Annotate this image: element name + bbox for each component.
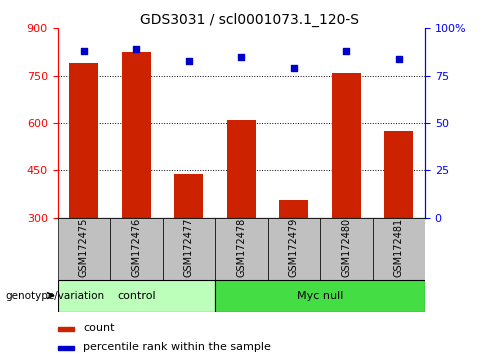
Text: Myc null: Myc null bbox=[297, 291, 343, 301]
Text: GSM172480: GSM172480 bbox=[341, 218, 351, 277]
Text: GSM172481: GSM172481 bbox=[394, 218, 404, 277]
Text: genotype/variation: genotype/variation bbox=[5, 291, 104, 301]
Bar bbox=[58, 218, 110, 280]
Point bbox=[290, 65, 298, 71]
Text: GSM172478: GSM172478 bbox=[236, 218, 246, 277]
Text: GDS3031 / scl0001073.1_120-S: GDS3031 / scl0001073.1_120-S bbox=[140, 12, 360, 27]
Bar bbox=[122, 52, 150, 218]
Bar bbox=[227, 120, 256, 218]
Point bbox=[80, 48, 88, 54]
Text: control: control bbox=[117, 291, 156, 301]
Bar bbox=[110, 218, 162, 280]
Text: GSM172475: GSM172475 bbox=[79, 218, 89, 277]
Bar bbox=[320, 218, 372, 280]
Bar bbox=[384, 131, 413, 218]
Point bbox=[237, 54, 245, 59]
Bar bbox=[70, 63, 98, 218]
Text: count: count bbox=[83, 323, 114, 333]
Text: GSM172476: GSM172476 bbox=[131, 218, 141, 277]
Bar bbox=[280, 200, 308, 218]
Bar bbox=[58, 327, 74, 331]
Bar bbox=[372, 218, 425, 280]
Text: percentile rank within the sample: percentile rank within the sample bbox=[83, 342, 271, 352]
Bar bbox=[268, 218, 320, 280]
Bar bbox=[58, 280, 215, 312]
Bar bbox=[332, 73, 360, 218]
Bar bbox=[58, 346, 74, 350]
Point bbox=[395, 56, 403, 62]
Bar bbox=[174, 173, 203, 218]
Bar bbox=[215, 218, 268, 280]
Text: GSM172477: GSM172477 bbox=[184, 218, 194, 277]
Point bbox=[342, 48, 350, 54]
Text: GSM172479: GSM172479 bbox=[289, 218, 299, 277]
Point bbox=[185, 58, 193, 63]
Point bbox=[132, 46, 140, 52]
Bar bbox=[162, 218, 215, 280]
Bar bbox=[215, 280, 425, 312]
